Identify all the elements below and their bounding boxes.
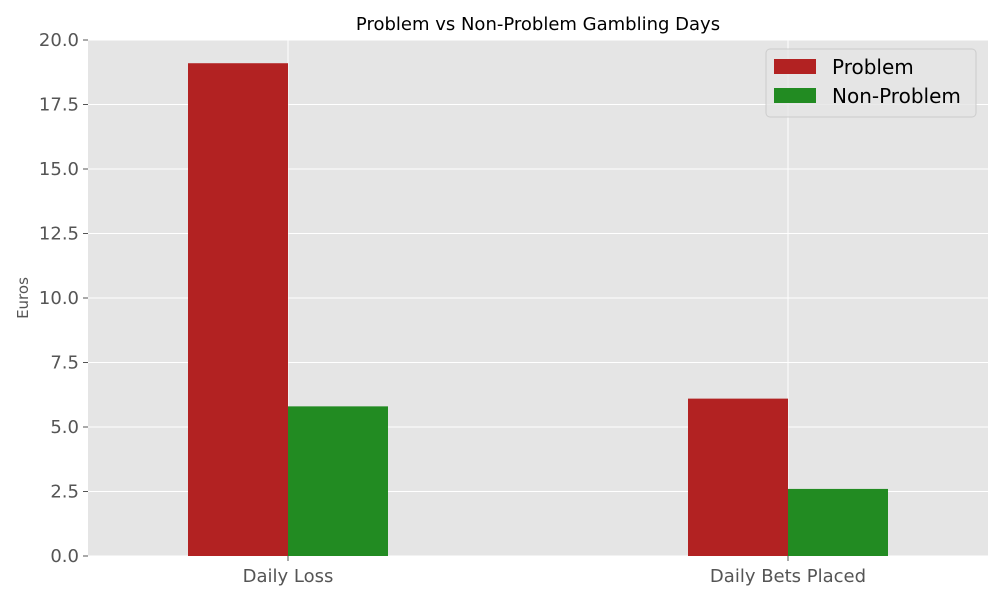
y-tick-label: 7.5 xyxy=(50,353,79,374)
legend-swatch xyxy=(774,88,816,103)
bar-problem-daily-bets-placed xyxy=(688,398,788,556)
legend: Problem Non-Problem xyxy=(765,48,977,118)
y-tick-label: 12.5 xyxy=(39,224,79,245)
legend-label: Non-Problem xyxy=(832,84,961,108)
y-tick-label: 15.0 xyxy=(39,159,79,180)
y-tick-label: 5.0 xyxy=(50,417,79,438)
y-tick-label: 0.0 xyxy=(50,546,79,567)
legend-label: Problem xyxy=(832,55,914,79)
chart-title: Problem vs Non-Problem Gambling Days xyxy=(356,14,720,35)
y-tick-label: 2.5 xyxy=(50,482,79,503)
bar-non-problem-daily-loss xyxy=(288,406,388,556)
legend-swatch xyxy=(774,59,816,74)
bars xyxy=(188,63,888,556)
y-tick-label: 10.0 xyxy=(39,288,79,309)
y-tick-label: 20.0 xyxy=(39,30,79,51)
bar-problem-daily-loss xyxy=(188,63,288,556)
legend-frame xyxy=(765,48,977,118)
y-axis-label: Euros xyxy=(14,277,32,319)
y-axis-ticks: 0.0 2.5 5.0 7.5 10.0 12.5 15.0 17.5 20.0 xyxy=(39,30,88,567)
y-tick-label: 17.5 xyxy=(39,95,79,116)
x-tick-label: Daily Bets Placed xyxy=(710,566,866,587)
bar-non-problem-daily-bets-placed xyxy=(788,488,888,556)
x-axis-ticks: Daily Loss Daily Bets Placed xyxy=(243,556,866,587)
x-tick-label: Daily Loss xyxy=(243,566,334,587)
